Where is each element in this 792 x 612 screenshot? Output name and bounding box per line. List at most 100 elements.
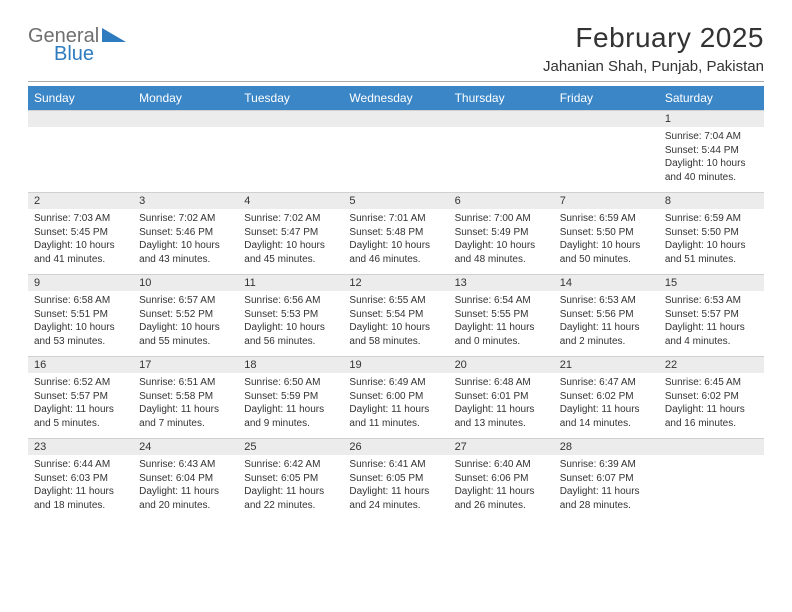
day-details: Sunrise: 6:52 AM Sunset: 5:57 PM Dayligh… bbox=[28, 373, 133, 430]
day-details: Sunrise: 7:04 AM Sunset: 5:44 PM Dayligh… bbox=[659, 127, 764, 184]
day-number: 8 bbox=[659, 193, 764, 209]
day-number bbox=[659, 439, 764, 455]
day-details: Sunrise: 6:59 AM Sunset: 5:50 PM Dayligh… bbox=[554, 209, 659, 266]
day-number: 24 bbox=[133, 439, 238, 455]
day-cell: 27Sunrise: 6:40 AM Sunset: 6:06 PM Dayli… bbox=[449, 438, 554, 520]
day-number bbox=[554, 111, 659, 127]
day-number: 27 bbox=[449, 439, 554, 455]
dow-sunday: Sunday bbox=[28, 86, 133, 110]
day-details: Sunrise: 6:59 AM Sunset: 5:50 PM Dayligh… bbox=[659, 209, 764, 266]
day-cell: 10Sunrise: 6:57 AM Sunset: 5:52 PM Dayli… bbox=[133, 274, 238, 356]
day-number: 17 bbox=[133, 357, 238, 373]
day-details bbox=[133, 127, 238, 151]
day-cell: 19Sunrise: 6:49 AM Sunset: 6:00 PM Dayli… bbox=[343, 356, 448, 438]
day-details: Sunrise: 6:56 AM Sunset: 5:53 PM Dayligh… bbox=[238, 291, 343, 348]
logo-word2: Blue bbox=[54, 43, 94, 64]
day-cell: 23Sunrise: 6:44 AM Sunset: 6:03 PM Dayli… bbox=[28, 438, 133, 520]
day-details: Sunrise: 6:50 AM Sunset: 5:59 PM Dayligh… bbox=[238, 373, 343, 430]
day-cell: 18Sunrise: 6:50 AM Sunset: 5:59 PM Dayli… bbox=[238, 356, 343, 438]
day-cell: 13Sunrise: 6:54 AM Sunset: 5:55 PM Dayli… bbox=[449, 274, 554, 356]
day-details: Sunrise: 6:47 AM Sunset: 6:02 PM Dayligh… bbox=[554, 373, 659, 430]
day-cell: 2Sunrise: 7:03 AM Sunset: 5:45 PM Daylig… bbox=[28, 192, 133, 274]
day-number: 20 bbox=[449, 357, 554, 373]
day-details: Sunrise: 6:57 AM Sunset: 5:52 PM Dayligh… bbox=[133, 291, 238, 348]
day-cell bbox=[449, 110, 554, 192]
day-cell: 3Sunrise: 7:02 AM Sunset: 5:46 PM Daylig… bbox=[133, 192, 238, 274]
generalblue-logo-icon: General Blue bbox=[28, 22, 140, 64]
day-number: 12 bbox=[343, 275, 448, 291]
day-details: Sunrise: 6:44 AM Sunset: 6:03 PM Dayligh… bbox=[28, 455, 133, 512]
day-number: 3 bbox=[133, 193, 238, 209]
day-cell: 17Sunrise: 6:51 AM Sunset: 5:58 PM Dayli… bbox=[133, 356, 238, 438]
day-details: Sunrise: 6:58 AM Sunset: 5:51 PM Dayligh… bbox=[28, 291, 133, 348]
day-details: Sunrise: 6:53 AM Sunset: 5:57 PM Dayligh… bbox=[659, 291, 764, 348]
day-number bbox=[343, 111, 448, 127]
day-details: Sunrise: 6:39 AM Sunset: 6:07 PM Dayligh… bbox=[554, 455, 659, 512]
day-cell: 12Sunrise: 6:55 AM Sunset: 5:54 PM Dayli… bbox=[343, 274, 448, 356]
day-number: 2 bbox=[28, 193, 133, 209]
day-cell: 28Sunrise: 6:39 AM Sunset: 6:07 PM Dayli… bbox=[554, 438, 659, 520]
calendar-grid: 1Sunrise: 7:04 AM Sunset: 5:44 PM Daylig… bbox=[28, 110, 764, 520]
day-number: 21 bbox=[554, 357, 659, 373]
day-number bbox=[449, 111, 554, 127]
day-number: 23 bbox=[28, 439, 133, 455]
day-cell: 1Sunrise: 7:04 AM Sunset: 5:44 PM Daylig… bbox=[659, 110, 764, 192]
day-cell: 8Sunrise: 6:59 AM Sunset: 5:50 PM Daylig… bbox=[659, 192, 764, 274]
day-cell: 11Sunrise: 6:56 AM Sunset: 5:53 PM Dayli… bbox=[238, 274, 343, 356]
day-details bbox=[554, 127, 659, 151]
day-cell bbox=[659, 438, 764, 520]
day-details: Sunrise: 6:51 AM Sunset: 5:58 PM Dayligh… bbox=[133, 373, 238, 430]
day-details: Sunrise: 6:42 AM Sunset: 6:05 PM Dayligh… bbox=[238, 455, 343, 512]
day-details: Sunrise: 6:41 AM Sunset: 6:05 PM Dayligh… bbox=[343, 455, 448, 512]
day-cell: 7Sunrise: 6:59 AM Sunset: 5:50 PM Daylig… bbox=[554, 192, 659, 274]
day-cell: 24Sunrise: 6:43 AM Sunset: 6:04 PM Dayli… bbox=[133, 438, 238, 520]
day-cell: 22Sunrise: 6:45 AM Sunset: 6:02 PM Dayli… bbox=[659, 356, 764, 438]
dow-tuesday: Tuesday bbox=[238, 86, 343, 110]
header-rule bbox=[28, 81, 764, 82]
day-cell bbox=[28, 110, 133, 192]
day-cell bbox=[343, 110, 448, 192]
day-details: Sunrise: 6:49 AM Sunset: 6:00 PM Dayligh… bbox=[343, 373, 448, 430]
dow-saturday: Saturday bbox=[659, 86, 764, 110]
day-details bbox=[449, 127, 554, 151]
day-details: Sunrise: 7:00 AM Sunset: 5:49 PM Dayligh… bbox=[449, 209, 554, 266]
day-number: 7 bbox=[554, 193, 659, 209]
day-cell: 26Sunrise: 6:41 AM Sunset: 6:05 PM Dayli… bbox=[343, 438, 448, 520]
day-number: 4 bbox=[238, 193, 343, 209]
day-number bbox=[28, 111, 133, 127]
day-details: Sunrise: 6:45 AM Sunset: 6:02 PM Dayligh… bbox=[659, 373, 764, 430]
day-details: Sunrise: 7:03 AM Sunset: 5:45 PM Dayligh… bbox=[28, 209, 133, 266]
day-number: 13 bbox=[449, 275, 554, 291]
day-number: 10 bbox=[133, 275, 238, 291]
day-cell: 6Sunrise: 7:00 AM Sunset: 5:49 PM Daylig… bbox=[449, 192, 554, 274]
day-details: Sunrise: 6:48 AM Sunset: 6:01 PM Dayligh… bbox=[449, 373, 554, 430]
logo: General Blue bbox=[28, 22, 140, 64]
day-number: 28 bbox=[554, 439, 659, 455]
day-cell bbox=[554, 110, 659, 192]
day-number: 1 bbox=[659, 111, 764, 127]
day-number bbox=[133, 111, 238, 127]
day-number: 11 bbox=[238, 275, 343, 291]
day-cell: 21Sunrise: 6:47 AM Sunset: 6:02 PM Dayli… bbox=[554, 356, 659, 438]
day-number: 18 bbox=[238, 357, 343, 373]
day-number: 16 bbox=[28, 357, 133, 373]
day-cell: 9Sunrise: 6:58 AM Sunset: 5:51 PM Daylig… bbox=[28, 274, 133, 356]
day-number: 22 bbox=[659, 357, 764, 373]
day-details: Sunrise: 7:01 AM Sunset: 5:48 PM Dayligh… bbox=[343, 209, 448, 266]
day-number: 6 bbox=[449, 193, 554, 209]
day-number: 26 bbox=[343, 439, 448, 455]
month-title: February 2025 bbox=[543, 22, 764, 54]
day-cell: 4Sunrise: 7:02 AM Sunset: 5:47 PM Daylig… bbox=[238, 192, 343, 274]
header: General Blue February 2025 Jahanian Shah… bbox=[28, 22, 764, 75]
day-number: 25 bbox=[238, 439, 343, 455]
day-cell: 16Sunrise: 6:52 AM Sunset: 5:57 PM Dayli… bbox=[28, 356, 133, 438]
day-details: Sunrise: 7:02 AM Sunset: 5:46 PM Dayligh… bbox=[133, 209, 238, 266]
day-cell: 15Sunrise: 6:53 AM Sunset: 5:57 PM Dayli… bbox=[659, 274, 764, 356]
day-details: Sunrise: 6:43 AM Sunset: 6:04 PM Dayligh… bbox=[133, 455, 238, 512]
day-cell: 20Sunrise: 6:48 AM Sunset: 6:01 PM Dayli… bbox=[449, 356, 554, 438]
day-details bbox=[659, 455, 764, 479]
day-number: 5 bbox=[343, 193, 448, 209]
day-cell: 25Sunrise: 6:42 AM Sunset: 6:05 PM Dayli… bbox=[238, 438, 343, 520]
dow-monday: Monday bbox=[133, 86, 238, 110]
dow-wednesday: Wednesday bbox=[343, 86, 448, 110]
